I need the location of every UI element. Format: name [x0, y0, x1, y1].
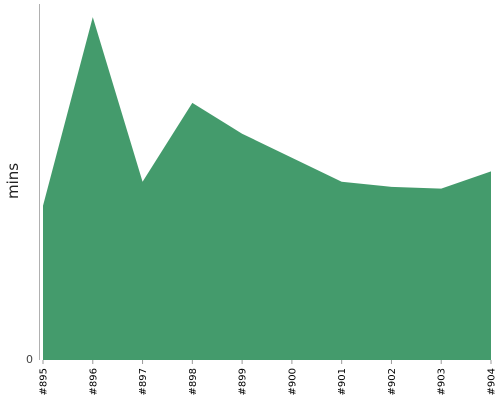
x-tick-label: #899 — [238, 368, 249, 395]
area-series — [43, 17, 491, 360]
x-tick-label: #897 — [138, 368, 149, 395]
x-tick-label: #896 — [88, 368, 99, 395]
area-layer — [43, 17, 491, 360]
x-tick-label: #902 — [387, 368, 398, 395]
x-tick-label: #900 — [287, 368, 298, 395]
y-tick-label: 0 — [26, 353, 33, 366]
x-tick-labels: #895 #896 #897 #898 #899 #900 #901 #902 #903 #904 — [39, 360, 498, 395]
x-tick-label: #895 — [39, 368, 50, 395]
x-tick-label: #901 — [337, 368, 348, 395]
x-tick-label: #898 — [188, 368, 199, 395]
x-tick-label: #904 — [487, 368, 498, 395]
y-axis-title: mins — [4, 163, 22, 199]
x-tick-label: #903 — [437, 368, 448, 395]
y-tick-labels: 0 — [26, 353, 33, 366]
